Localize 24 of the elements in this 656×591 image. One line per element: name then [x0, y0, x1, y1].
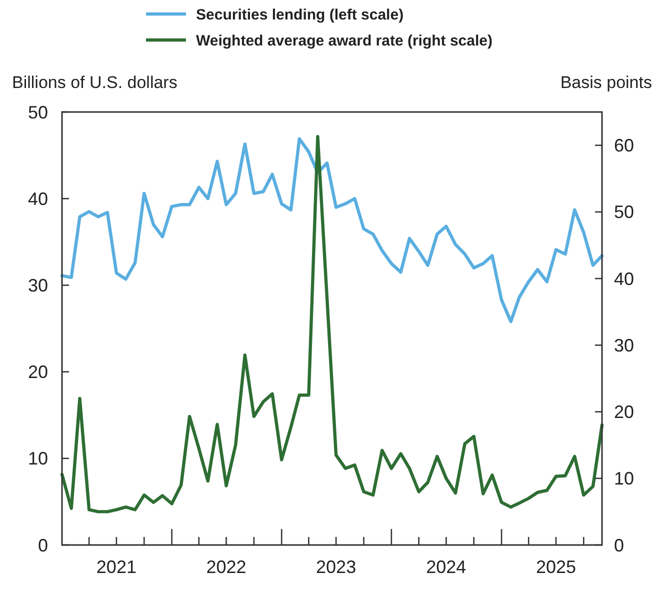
y-axis-title: Billions of U.S. dollars — [12, 73, 178, 92]
y2-axis-title: Basis points — [560, 73, 652, 92]
y2-tick-label: 60 — [614, 136, 634, 156]
x-tick-label: 2025 — [536, 557, 576, 577]
y-tick-label: 30 — [28, 276, 48, 296]
y-tick-label: 40 — [28, 188, 48, 209]
x-tick-label: 2022 — [206, 557, 246, 577]
legend-label: Securities lending (left scale) — [196, 6, 404, 24]
y-tick-label: 20 — [28, 362, 48, 382]
x-tick-label: 2024 — [426, 557, 466, 577]
y2-tick-label: 40 — [614, 268, 634, 289]
x-tick-label: 2023 — [316, 557, 356, 577]
y-tick-label: 10 — [28, 448, 48, 469]
y-tick-label: 50 — [28, 102, 48, 122]
line-series — [60, 137, 604, 324]
x-tick-label: 2021 — [96, 557, 136, 577]
y2-tick-label: 30 — [614, 335, 634, 356]
y2-tick-label: 50 — [614, 202, 634, 222]
y2-tick-label: 10 — [614, 468, 634, 489]
y2-tick-label: 0 — [614, 535, 624, 556]
legend-label: Weighted average award rate (right scale) — [196, 32, 492, 50]
y2-tick-label: 20 — [614, 402, 634, 422]
y-tick-label: 0 — [38, 535, 48, 556]
line-series — [60, 135, 604, 514]
